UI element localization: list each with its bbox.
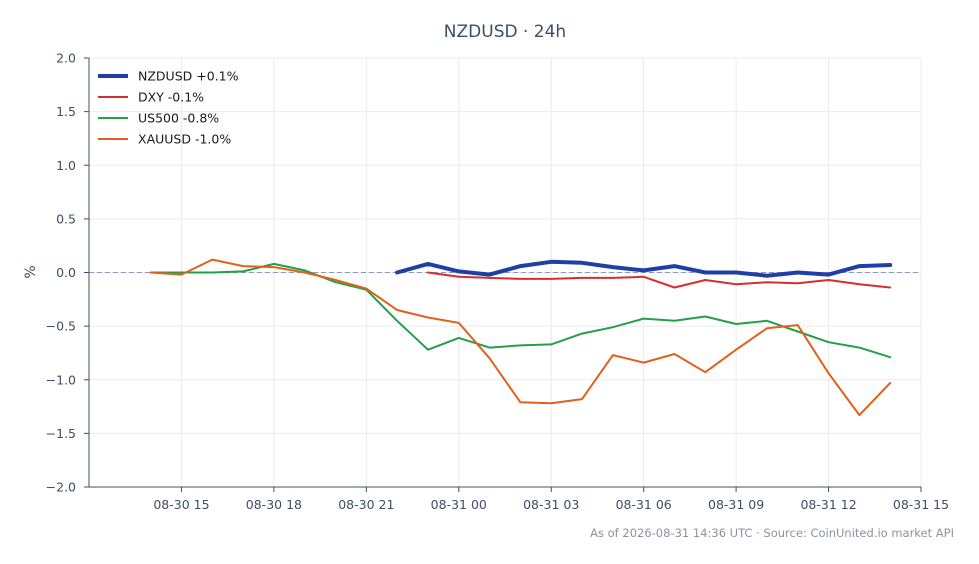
legend-label: DXY -0.1% [138, 90, 204, 105]
y-tick-label: 0.0 [56, 265, 76, 280]
y-tick-label: −1.5 [46, 426, 76, 441]
x-tick-label: 08-31 12 [800, 497, 856, 512]
y-tick-label: −0.5 [46, 319, 76, 334]
x-tick-label: 08-31 06 [616, 497, 672, 512]
source-footnote: As of 2026-08-31 14:36 UTC · Source: Coi… [590, 526, 954, 540]
x-tick-label: 08-30 15 [153, 497, 209, 512]
y-tick-label: 2.0 [56, 51, 76, 66]
chart-title: NZDUSD · 24h [444, 22, 566, 42]
legend-label: XAUUSD -1.0% [138, 132, 231, 147]
x-tick-label: 08-30 21 [338, 497, 394, 512]
x-tick-label: 08-30 18 [246, 497, 302, 512]
x-tick-label: 08-31 15 [893, 497, 949, 512]
legend: NZDUSD +0.1% DXY -0.1% US500 -0.8% XAUUSD -… [98, 69, 239, 147]
series-line-3 [149, 258, 892, 417]
series-line-0 [395, 259, 893, 278]
x-tick-label: 08-31 09 [708, 497, 764, 512]
x-tick-label: 08-31 00 [431, 497, 487, 512]
y-tick-labels: 2.0 1.5 1.0 0.5 0.0 −0.5 −1.0 −1.5 −2.0 [46, 51, 76, 495]
x-tick-labels: 08-30 15 08-30 18 08-30 21 08-31 00 08-31 03… [153, 497, 949, 512]
y-axis-label: % [23, 265, 39, 278]
y-tick-label: −1.0 [46, 372, 76, 387]
axes [84, 57, 922, 492]
y-tick-label: 0.5 [56, 211, 76, 226]
y-tick-label: −2.0 [46, 480, 76, 495]
y-tick-label: 1.0 [56, 158, 76, 173]
series-line-2 [149, 262, 892, 359]
series-lines [149, 258, 893, 417]
series-line-1 [427, 271, 892, 289]
legend-label: US500 -0.8% [138, 111, 219, 126]
x-tick-label: 08-31 03 [523, 497, 579, 512]
y-tick-label: 1.5 [56, 104, 76, 119]
legend-label: NZDUSD +0.1% [138, 69, 239, 84]
